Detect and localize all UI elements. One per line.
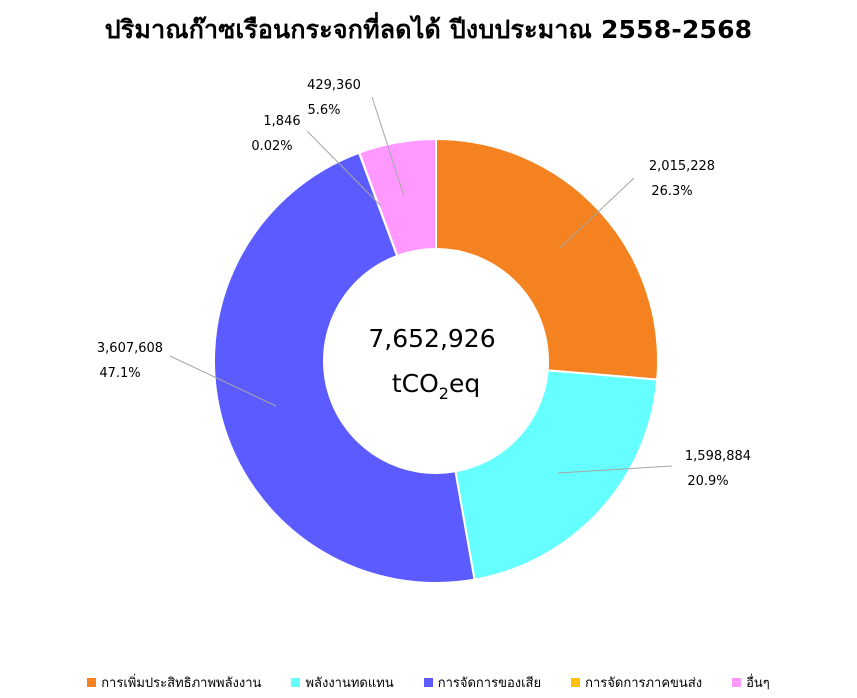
legend-label-renewable-energy: พลังงานทดแทน [305, 676, 394, 691]
legend-label-energy-efficiency: การเพิ่มประสิทธิภาพพลังงาน [101, 676, 262, 691]
legend-swatch-renewable-energy [291, 678, 301, 687]
center-unit-label: tCO2eq [392, 369, 480, 403]
slice-renewable-energy [454, 369, 659, 581]
legend-label-transport-management: การจัดการภาคขนส่ง [585, 676, 703, 691]
legend-item-others: อื่นๆ [732, 672, 770, 693]
legend-swatch-waste-management [423, 678, 433, 687]
center-total-value: 7,652,926 [368, 324, 495, 353]
value-label-renewable-energy: 1,598,884 [685, 449, 751, 464]
legend-item-transport-management: การจัดการภาคขนส่ง [571, 672, 702, 693]
data-labels: 2,015,228 26.3% 1,598,884 20.9% 3,607,608 47.… [97, 78, 751, 489]
legend-label-waste-management: การจัดการของเสีย [437, 676, 542, 691]
legend-swatch-transport-management [571, 678, 581, 687]
percent-label-transport-management: 0.02% [251, 139, 292, 154]
percent-label-waste-management: 47.1% [99, 366, 140, 381]
chart-legend: การเพิ่มประสิทธิภาพพลังงาน พลังงานทดแทน กา… [0, 672, 857, 693]
value-label-waste-management: 3,607,608 [97, 341, 163, 356]
value-label-others: 429,360 [307, 78, 361, 93]
percent-label-energy-efficiency: 26.3% [651, 184, 692, 199]
legend-swatch-energy-efficiency [87, 678, 97, 687]
value-label-energy-efficiency: 2,015,228 [649, 159, 715, 174]
slice-others [358, 137, 437, 258]
leader-line-transport-management [306, 130, 382, 207]
legend-label-others: อื่นๆ [746, 676, 770, 691]
donut-slices [213, 137, 659, 584]
leader-line-others [371, 96, 405, 197]
center-unit-subscript: 2 [439, 384, 449, 403]
center-unit-suffix: eq [449, 369, 480, 398]
percent-label-renewable-energy: 20.9% [687, 474, 728, 489]
leader-lines [169, 96, 673, 474]
leader-line-energy-efficiency [559, 177, 635, 249]
chart-title: ปริมาณก๊าซเรือนกระจกที่ลดได้ ปีงบประมาณ … [104, 15, 753, 44]
legend-swatch-others [732, 678, 742, 687]
legend-item-waste-management: การจัดการของเสีย [423, 672, 542, 693]
leader-line-waste-management [169, 355, 277, 407]
value-label-transport-management: 1,846 [263, 114, 300, 129]
slice-energy-efficiency [435, 137, 659, 381]
legend-item-energy-efficiency: การเพิ่มประสิทธิภาพพลังงาน [87, 672, 261, 693]
slice-waste-management [213, 151, 476, 584]
center-unit-prefix: tCO [392, 369, 439, 398]
percent-label-others: 5.6% [307, 103, 340, 118]
legend-item-renewable-energy: พลังงานทดแทน [291, 672, 394, 693]
leader-line-renewable-energy [557, 465, 673, 474]
